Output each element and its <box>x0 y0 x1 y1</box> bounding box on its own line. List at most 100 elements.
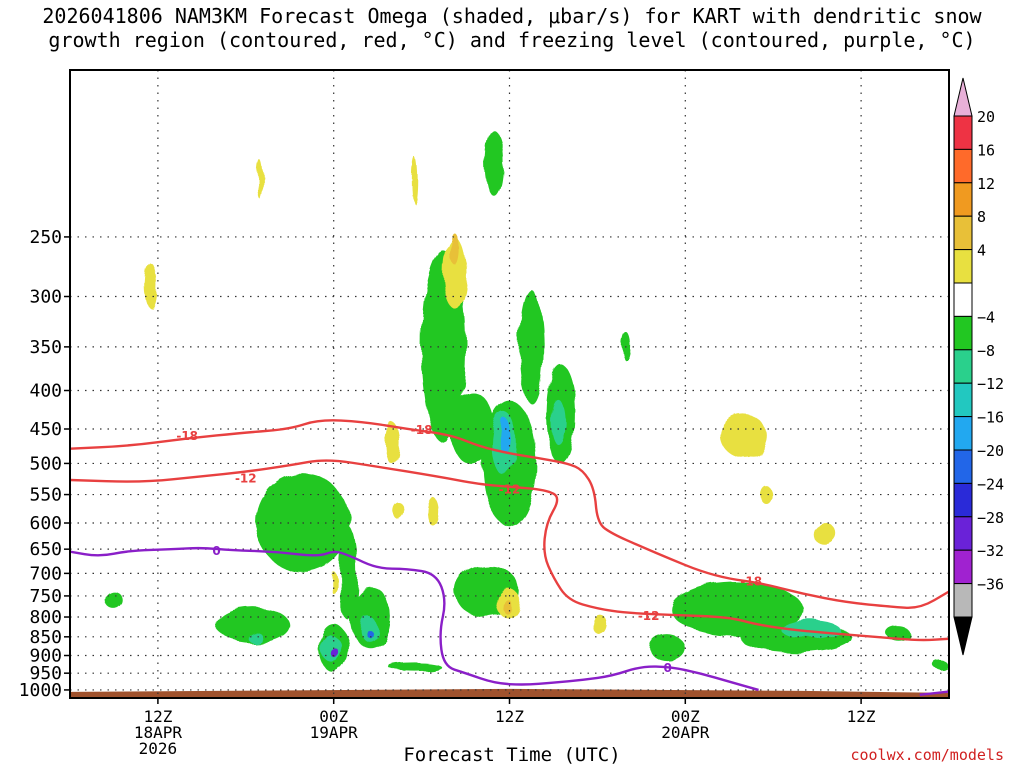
x-tick-label-42-0: 00Z <box>671 707 700 726</box>
colorbar-segment-5 <box>953 249 973 284</box>
omega-cell-39 <box>720 414 768 458</box>
omega-cell-21 <box>650 635 686 662</box>
y-tick-label-750: 750 <box>29 586 62 607</box>
colorbar-label-7: −12 <box>977 375 1004 393</box>
colorbar-label-13: −36 <box>977 576 1004 594</box>
colorbar-segment-11 <box>953 449 973 484</box>
colorbar-segment-3 <box>953 182 973 217</box>
contour-0-line <box>70 419 949 610</box>
y-tick-label-400: 400 <box>29 381 62 402</box>
colorbar-segment-2 <box>953 148 973 184</box>
omega-cell-20 <box>622 332 632 361</box>
omega-cell-41 <box>812 523 837 545</box>
omega-cell-31 <box>384 422 400 465</box>
colorbar-label-0: 20 <box>977 108 995 126</box>
omega-cell-37 <box>505 601 514 617</box>
chart-title-line-1: 2026041806 NAM3KM Forecast Omega (shaded… <box>42 4 982 28</box>
colorbar-segment-4 <box>953 215 973 251</box>
omega-cell-3 <box>329 647 339 657</box>
omega-cell-34 <box>443 238 468 310</box>
omega-cell-38 <box>593 615 608 636</box>
colorbar-label-9: −20 <box>977 442 1004 460</box>
x-tick-label-6-0: 12Z <box>143 707 172 726</box>
omega-cell-28 <box>486 131 504 197</box>
contour-lines: -18 -18 -18 -12 -12 -12 0 0 <box>70 419 949 696</box>
y-tick-label-550: 550 <box>29 485 62 506</box>
colorbar-segment-0 <box>953 77 973 117</box>
colorbar-label-10: −24 <box>977 475 1004 493</box>
omega-cell-29 <box>144 262 157 308</box>
colorbar-label-4: 4 <box>977 242 986 260</box>
y-tick-label-650: 650 <box>29 539 62 560</box>
x-tick-label-54-0: 12Z <box>847 707 876 726</box>
contour-1-line <box>70 459 949 642</box>
contour-2-line <box>70 546 759 692</box>
credit-link[interactable]: coolwx.com/models <box>850 746 1004 764</box>
y-tick-label-950: 950 <box>29 663 62 684</box>
x-tick-label-6-1: 18APR <box>134 723 183 742</box>
y-tick-label-300: 300 <box>29 287 62 308</box>
y-axis: 2503003504004505005506006507007508008509… <box>19 227 70 701</box>
omega-cell-15 <box>499 418 511 454</box>
y-tick-label-250: 250 <box>29 227 62 248</box>
colorbar-label-11: −28 <box>977 509 1004 527</box>
contour-1-label-0: -12 <box>235 471 257 485</box>
colorbar-label-1: 16 <box>977 141 995 159</box>
colorbar-segment-7 <box>953 315 973 351</box>
y-tick-label-450: 450 <box>29 419 62 440</box>
y-tick-label-850: 850 <box>29 627 62 648</box>
colorbar-segment-12 <box>953 482 973 518</box>
y-tick-label-900: 900 <box>29 646 62 667</box>
colorbar-label-8: −16 <box>977 409 1004 427</box>
colorbar-segment-1 <box>953 115 973 150</box>
x-tick-label-30-0: 12Z <box>495 707 524 726</box>
x-tick-label-18-0: 00Z <box>319 707 348 726</box>
contour-0-label-0: -18 <box>176 429 198 443</box>
omega-cell-26 <box>934 661 949 671</box>
chart-title-line-2: growth region (contoured, red, °C) and f… <box>48 28 976 52</box>
grid-lines <box>70 70 949 698</box>
contour-0-label-2: -18 <box>740 574 762 588</box>
x-axis-label: Forecast Time (UTC) <box>403 744 621 766</box>
omega-cell-2 <box>320 635 342 662</box>
colorbar-label-12: −32 <box>977 542 1004 560</box>
colorbar-label-3: 8 <box>977 208 986 226</box>
colorbar-label-6: −8 <box>977 342 995 360</box>
y-tick-label-500: 500 <box>29 453 62 474</box>
omega-cell-40 <box>760 485 772 504</box>
colorbar-segment-6 <box>953 282 973 317</box>
omega-cell-24 <box>780 619 840 639</box>
colorbar-segment-13 <box>953 516 973 551</box>
colorbar-segment-14 <box>953 549 973 585</box>
y-tick-label-1000: 1000 <box>19 680 62 701</box>
colorbar-segment-15 <box>953 583 973 618</box>
omega-cell-10 <box>105 591 123 609</box>
x-tick-label-42-1: 20APR <box>661 723 710 742</box>
omega-cell-42 <box>257 160 264 200</box>
contour-1-label-1: -12 <box>499 483 521 497</box>
contour-0-label-1: -18 <box>411 423 433 437</box>
omega-cell-22 <box>670 581 803 637</box>
colorbar: 20 16 12 8 4 −4 −8 −12 −16 −20 −24 −28 −32 −36 <box>953 77 1004 656</box>
contour-2-label-0: 0 <box>212 544 220 558</box>
colorbar-segment-9 <box>953 382 973 418</box>
contour-2-label-1: 0 <box>664 661 672 675</box>
omega-cell-30 <box>330 571 337 594</box>
omega-cell-33 <box>427 497 440 527</box>
omega-cell-9 <box>247 631 262 643</box>
omega-cell-27 <box>387 661 441 671</box>
omega-shading <box>105 131 949 673</box>
colorbar-label-2: 12 <box>977 175 995 193</box>
omega-cell-7 <box>365 628 372 637</box>
y-tick-label-600: 600 <box>29 513 62 534</box>
omega-cell-8 <box>216 607 290 644</box>
omega-cell-16 <box>519 290 544 404</box>
colorbar-segment-10 <box>953 416 973 451</box>
chart-title: 2026041806 NAM3KM Forecast Omega (shaded… <box>0 4 1024 52</box>
x-tick-label-18-1: 19APR <box>310 723 359 742</box>
colorbar-segment-8 <box>953 349 973 384</box>
x-tick-label-6-2: 2026 <box>139 739 178 758</box>
omega-cell-43 <box>411 156 418 204</box>
